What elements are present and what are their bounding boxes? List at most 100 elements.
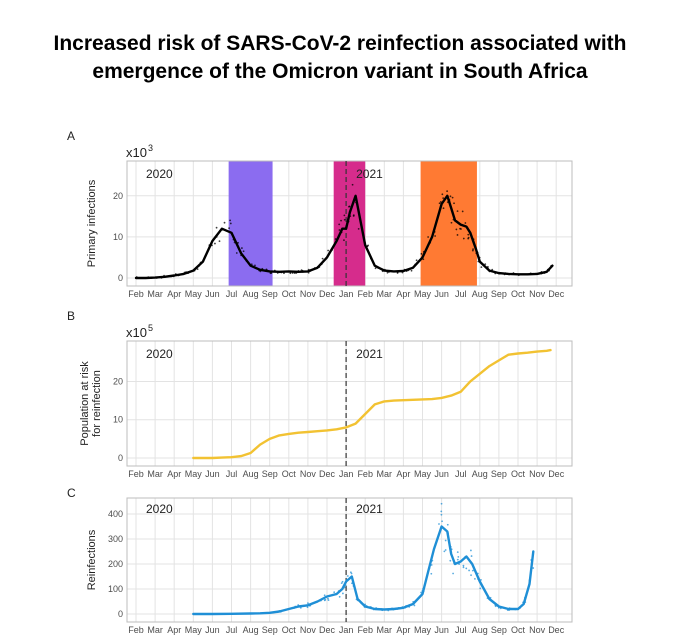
y-tick-label: 10 [113, 232, 123, 242]
x-tick-label: Nov [529, 625, 546, 635]
data-point [456, 558, 459, 561]
x-tick-label: Oct [282, 289, 297, 299]
data-point [434, 235, 437, 237]
data-point [228, 227, 230, 230]
data-point [480, 266, 483, 269]
y-tick-label: 20 [113, 376, 123, 386]
data-point [229, 219, 232, 222]
x-tick-label: Sep [491, 625, 507, 635]
x-tick-label: Jul [455, 469, 467, 479]
x-tick-label: Sep [262, 469, 278, 479]
x-tick-label: May [185, 289, 203, 299]
data-point [430, 572, 433, 575]
data-point [343, 218, 346, 221]
data-point [457, 555, 460, 558]
data-point [241, 247, 243, 249]
data-point [306, 602, 309, 605]
data-point [474, 577, 476, 580]
data-point [223, 221, 226, 224]
x-tick-label: Feb [357, 289, 373, 299]
data-point [254, 264, 256, 267]
series-line-c [192, 525, 535, 616]
data-point [352, 214, 355, 217]
data-point [467, 233, 470, 236]
data-point [218, 240, 221, 243]
x-tick-label: Aug [472, 289, 488, 299]
data-point [343, 239, 345, 242]
x-tick-label: May [185, 469, 203, 479]
data-point [446, 523, 449, 526]
x-tick-label: Mar [377, 289, 393, 299]
x-tick-label: Sep [262, 625, 278, 635]
year-label: 2020 [146, 347, 173, 361]
x-tick-label: Aug [243, 625, 259, 635]
x-tick-label: Oct [282, 469, 297, 479]
data-point [532, 567, 535, 569]
data-point [467, 236, 470, 239]
data-point [462, 566, 465, 569]
data-point [455, 228, 458, 231]
x-tick-label: Jul [455, 289, 467, 299]
x-tick-label: Apr [167, 289, 181, 299]
y-tick-label: 300 [108, 534, 123, 544]
y-axis-title-line2: for reinfection [91, 370, 103, 437]
y-tick-label: 100 [108, 584, 123, 594]
x-tick-label: Apr [396, 289, 410, 299]
plot-frame [126, 340, 573, 467]
data-point [214, 242, 216, 245]
y-axis-title: Primary infections [86, 179, 98, 267]
x-tick-label: Sep [491, 289, 507, 299]
data-point [327, 597, 329, 600]
data-point [440, 510, 443, 513]
x-tick-label: Sep [262, 289, 278, 299]
x-tick-label: Mar [147, 289, 163, 299]
y-tick-label: 0 [118, 453, 123, 463]
x-tick-label: Aug [243, 289, 259, 299]
x-tick-label: Apr [167, 625, 181, 635]
x-tick-label: Jul [226, 289, 238, 299]
x-tick-label: Jan [339, 469, 354, 479]
year-label: 2021 [356, 167, 383, 181]
data-point [471, 249, 474, 252]
data-point [340, 582, 343, 585]
x-tick-label: Feb [357, 469, 373, 479]
data-point [456, 551, 459, 554]
data-point [343, 214, 346, 217]
x-tick-label: Apr [167, 469, 181, 479]
x-tick-label: Nov [529, 469, 546, 479]
data-point [465, 567, 468, 570]
x-tick-label: Dec [548, 289, 565, 299]
x-tick-label: Mar [147, 469, 163, 479]
data-point [342, 592, 344, 595]
data-point [471, 569, 474, 572]
x-tick-label: Sep [491, 469, 507, 479]
plot-frame [126, 497, 573, 623]
x-tick-label: Jun [434, 625, 449, 635]
figure-title: Increased risk of SARS-CoV-2 reinfection… [53, 32, 627, 83]
data-point [470, 555, 473, 557]
x-tick-label: Dec [548, 625, 565, 635]
x-tick-label: Dec [548, 469, 565, 479]
data-point [479, 587, 482, 590]
data-point [229, 222, 232, 225]
x-tick-label: Oct [511, 625, 526, 635]
data-point [472, 248, 474, 251]
data-point [242, 250, 245, 253]
y-axis-title: Reinfections [86, 529, 98, 590]
data-point [440, 502, 443, 505]
data-point [456, 234, 459, 236]
data-point [338, 595, 341, 598]
panel-letter: C [67, 486, 76, 500]
data-point [415, 259, 418, 262]
data-point [444, 539, 447, 542]
data-point [340, 219, 342, 222]
data-point [413, 604, 416, 607]
x-tick-label: Aug [472, 625, 488, 635]
x-tick-label: Oct [511, 289, 526, 299]
data-point [235, 252, 238, 254]
panel-letter: B [67, 309, 75, 323]
data-point [464, 222, 467, 224]
data-point [327, 249, 330, 252]
